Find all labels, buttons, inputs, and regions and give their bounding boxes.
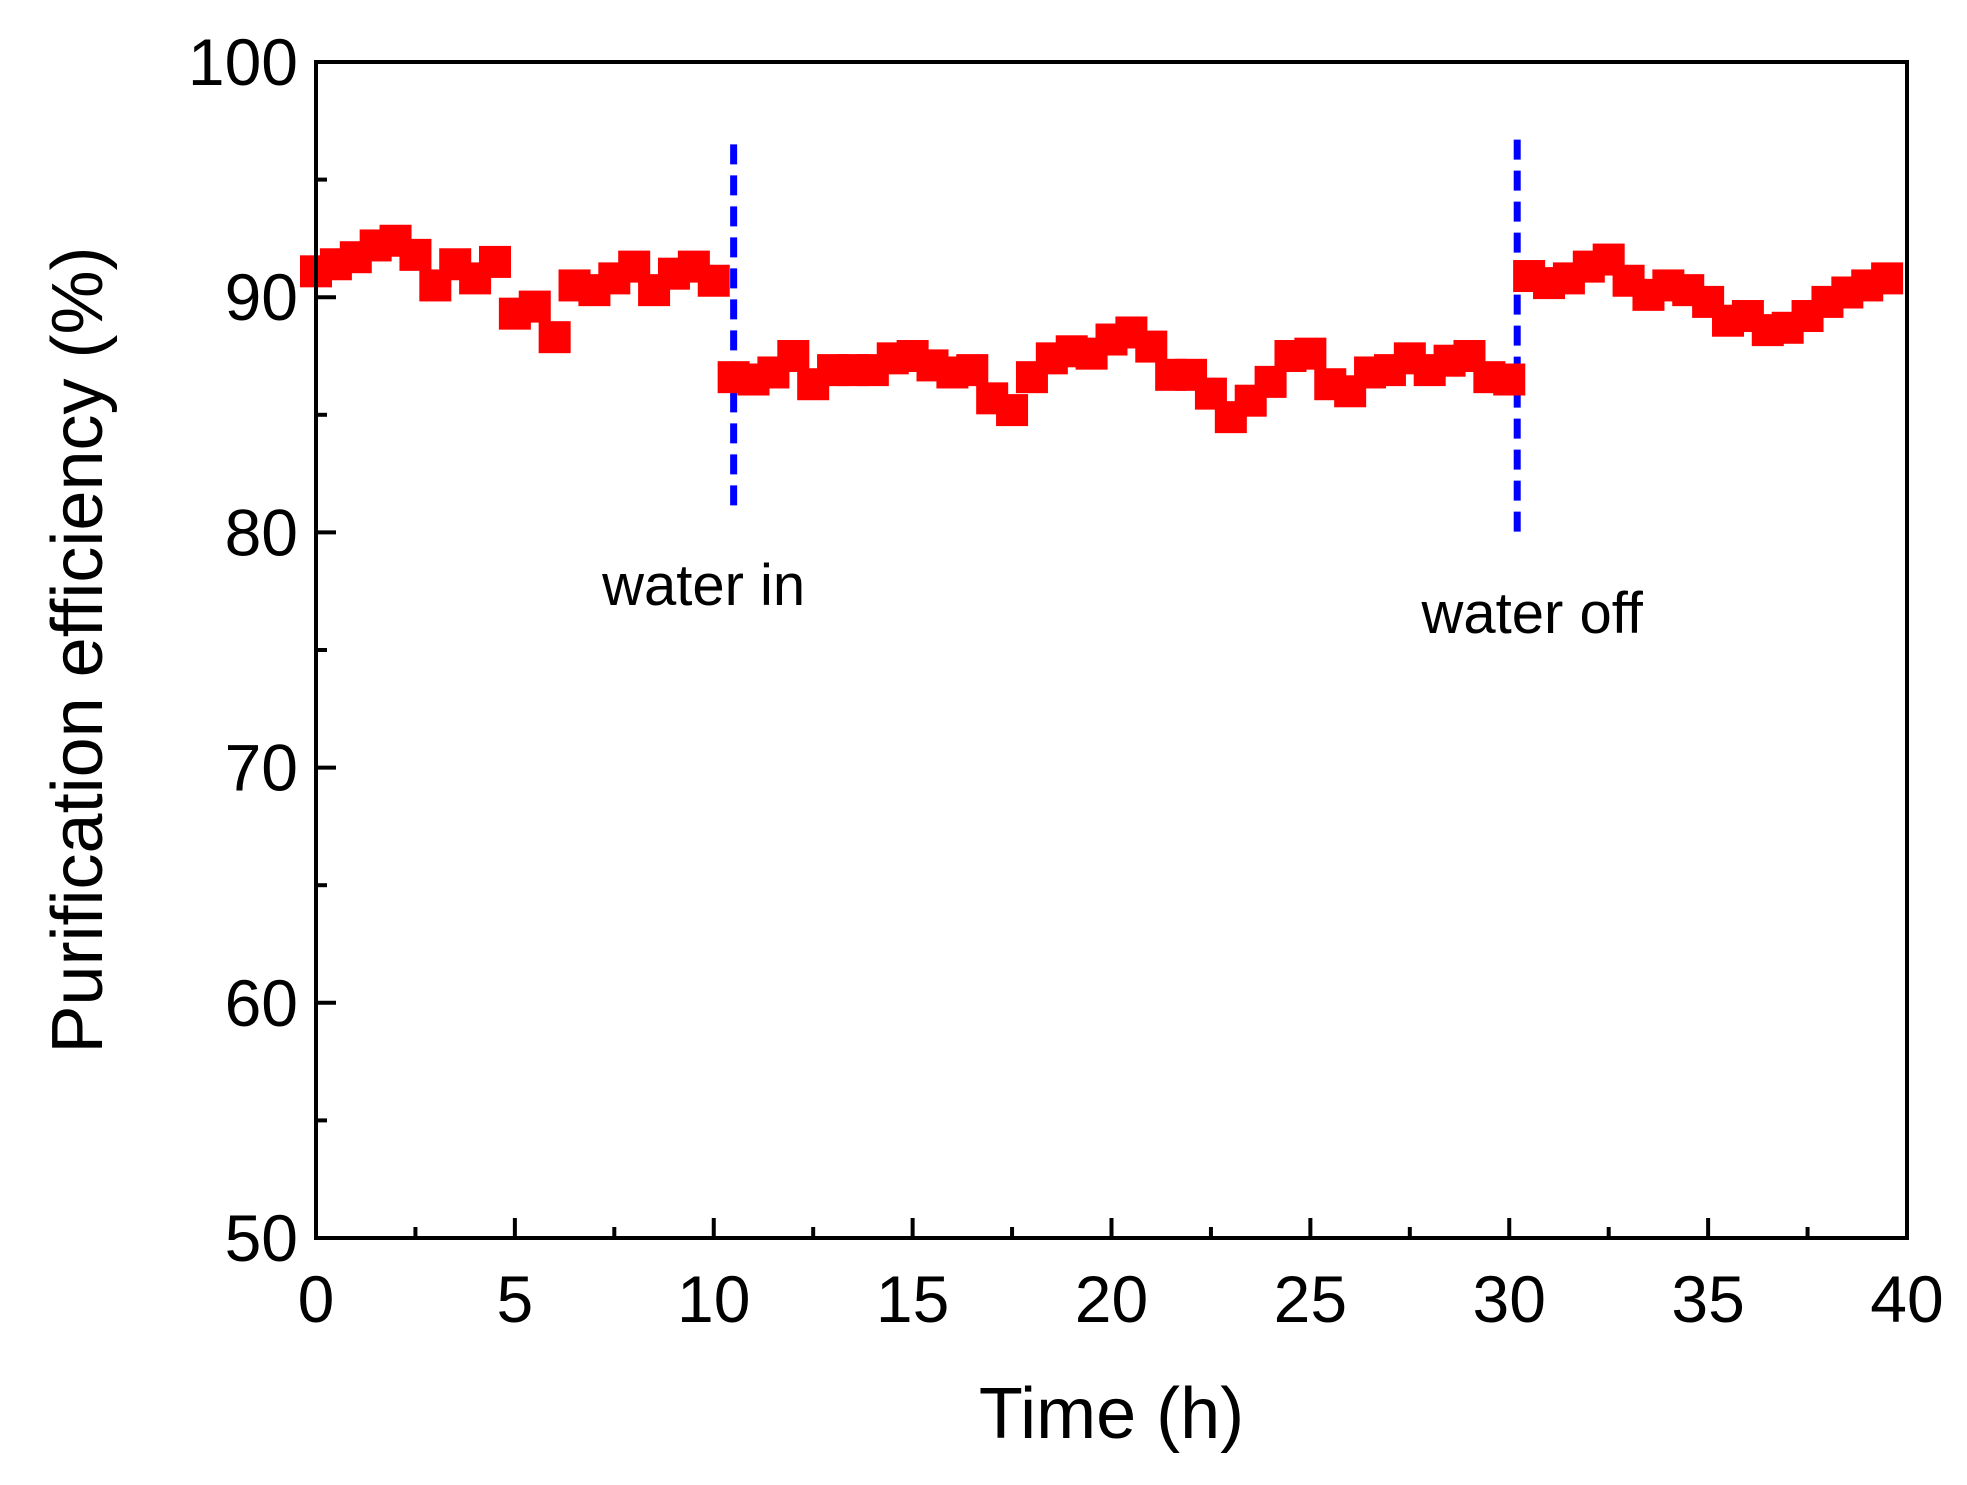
data-point: [1135, 330, 1168, 363]
data-point: [399, 238, 432, 271]
x-tick-label: 5: [497, 1262, 534, 1336]
y-tick-label: 80: [225, 495, 298, 569]
y-tick-label: 60: [225, 966, 298, 1040]
x-tick-label: 10: [677, 1262, 750, 1336]
data-point: [538, 321, 571, 354]
data-point: [478, 245, 511, 278]
plot-frame: [314, 60, 1909, 1240]
data-point: [777, 340, 810, 372]
annotation-label: water in: [601, 553, 805, 618]
data-point: [956, 354, 989, 387]
x-tick-label: 0: [298, 1262, 335, 1336]
x-axis-title: Time (h): [979, 1374, 1244, 1454]
x-tick-label: 15: [876, 1262, 949, 1336]
annotation-label: water off: [1421, 581, 1644, 646]
data-series: [300, 224, 1904, 434]
data-point: [518, 290, 551, 323]
data-point: [996, 394, 1029, 427]
x-tick-label: 30: [1473, 1262, 1546, 1336]
x-tick-label: 40: [1870, 1262, 1943, 1336]
y-tick-label: 90: [225, 260, 298, 334]
axes: 0 5 10 15 20 25 30 35 40 50 60 70 80 90 100: [188, 25, 1944, 1336]
data-point: [1294, 337, 1327, 370]
y-tick-label: 100: [188, 25, 298, 99]
annotation-layer: water in water off: [601, 139, 1644, 646]
data-point: [697, 264, 730, 297]
x-tick-label: 25: [1274, 1262, 1347, 1336]
y-tick-label: 70: [225, 731, 298, 805]
data-point: [1493, 363, 1526, 396]
y-axis-title: Purification efficiency (%): [38, 247, 118, 1054]
y-tick-label: 50: [225, 1201, 298, 1275]
x-tick-label: 20: [1075, 1262, 1148, 1336]
data-point: [1871, 262, 1904, 295]
x-tick-label: 35: [1671, 1262, 1744, 1336]
